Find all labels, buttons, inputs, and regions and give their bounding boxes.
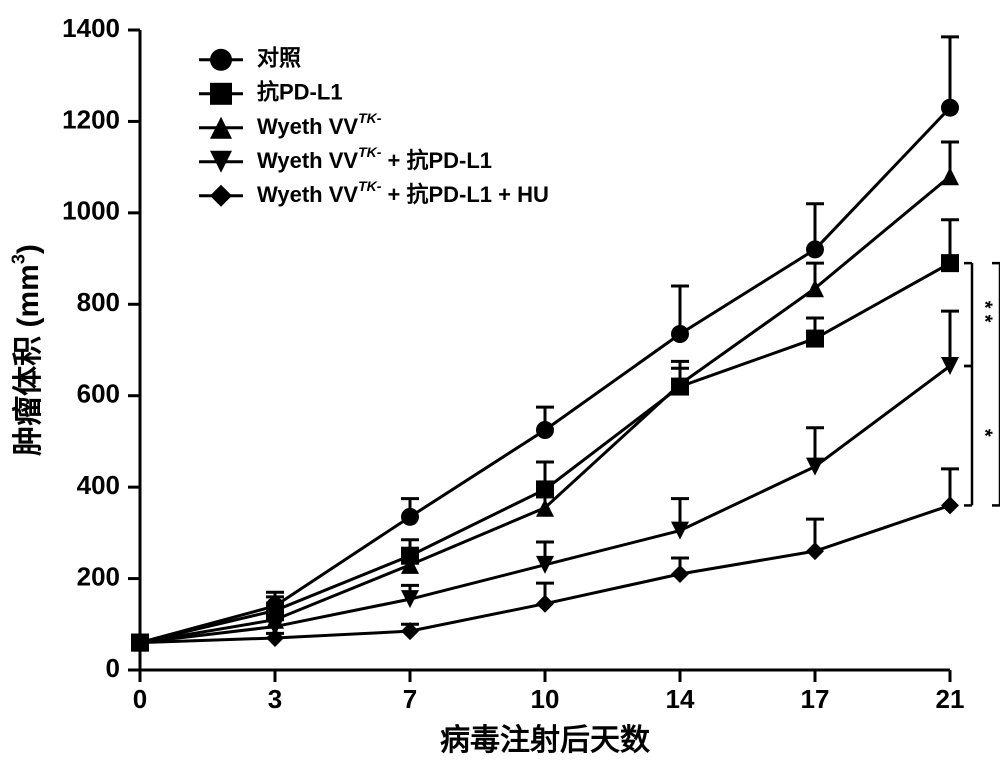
sig-bracket: ** <box>964 263 996 366</box>
sig-label: * <box>974 429 996 443</box>
x-tick-label: 10 <box>531 684 560 714</box>
legend-label-control: 对照 <box>257 46 301 71</box>
sig-bracket: ** <box>992 263 1000 505</box>
y-tick-label: 200 <box>77 561 120 591</box>
sig-bracket: * <box>964 366 996 505</box>
y-tick-label: 800 <box>77 287 120 317</box>
y-tick-label: 0 <box>106 653 120 683</box>
x-tick-label: 3 <box>268 684 282 714</box>
x-tick-label: 0 <box>133 684 147 714</box>
y-tick-label: 400 <box>77 470 120 500</box>
sig-label: ** <box>974 301 996 329</box>
y-tick-label: 1200 <box>62 104 120 134</box>
y-axis-label: 肿瘤体积 (mm3) <box>9 244 46 456</box>
y-tick-label: 1400 <box>62 13 120 43</box>
legend-label-anti-pdl1: 抗PD-L1 <box>257 80 343 105</box>
x-tick-label: 14 <box>666 684 695 714</box>
y-tick-label: 1000 <box>62 196 120 226</box>
y-tick-label: 600 <box>77 379 120 409</box>
x-axis-label: 病毒注射后天数 <box>440 724 651 757</box>
legend-label-wyeth: Wyeth VVTK- <box>257 110 382 139</box>
tumor-volume-chart: 0 200 400 600 800 1000 1200 1400 0 3 7 10 14 17 21 肿瘤体积… <box>0 0 1000 771</box>
x-tick-label: 21 <box>936 684 965 714</box>
legend-label-wyeth-pdl1: Wyeth VVTK- + 抗PD-L1 <box>257 144 492 173</box>
x-tick-label: 17 <box>801 684 830 714</box>
x-tick-label: 7 <box>403 684 417 714</box>
series-wyeth <box>131 142 959 652</box>
legend-label-wyeth-pdl1-hu: Wyeth VVTK- + 抗PD-L1 + HU <box>257 178 549 207</box>
legend: 对照抗PD-L1 Wyeth VVTK- Wyeth VVTK- + 抗PD-L1 W… <box>199 46 549 207</box>
chart-svg: 0 200 400 600 800 1000 1200 1400 0 3 7 10 14 17 21 肿瘤体积… <box>0 0 1000 771</box>
